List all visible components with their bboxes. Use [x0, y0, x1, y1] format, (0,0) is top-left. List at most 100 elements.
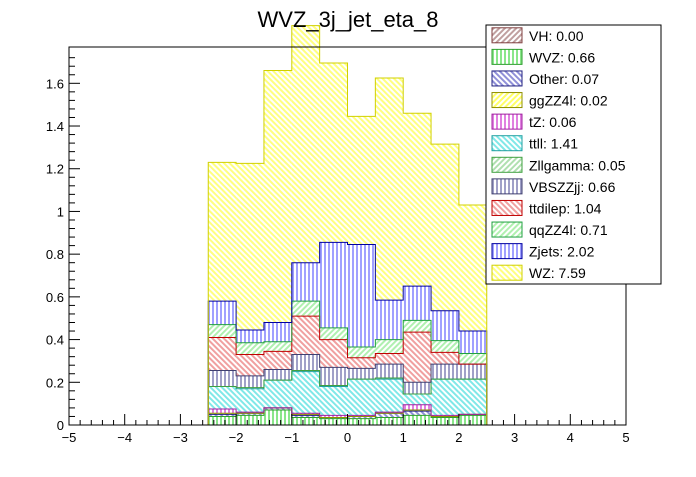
bar-tz-bin-1: [236, 412, 264, 414]
bar-zjets-bin-7: [403, 286, 432, 321]
bar-other-bin-6: [375, 413, 404, 418]
bar-zjets-bin-6: [375, 300, 404, 340]
bar-tz-bin-7: [403, 404, 432, 411]
bar-zllgamma-bin-6: [375, 378, 404, 380]
bar-vbszzjj-bin-7: [403, 382, 432, 395]
legend-entry-wvz: WVZ: 0.66: [529, 49, 595, 65]
x-tick-label: −1: [284, 430, 299, 445]
bar-zjets-bin-0: [208, 301, 237, 325]
legend-swatch-other: [491, 70, 523, 87]
y-tick-label: 0: [57, 418, 64, 433]
legend-entry-wz: WZ: 7.59: [529, 265, 586, 281]
bar-zjets-bin-8: [431, 310, 459, 341]
legend-swatch-ttdilep: [491, 199, 523, 216]
bar-qqzz4l-bin-0: [208, 324, 237, 338]
bar-qqzz4l-bin-7: [403, 320, 432, 333]
bar-other-bin-2: [263, 407, 292, 411]
bar-ttdilep-bin-0: [208, 337, 237, 371]
bar-tz-bin-8: [431, 415, 459, 417]
bar-vbszzjj-bin-3: [291, 354, 320, 371]
bar-wvz-bin-4: [319, 418, 348, 425]
bar-wz-bin-7: [403, 113, 432, 287]
bar-ttdilep-bin-4: [319, 339, 348, 368]
legend-swatch-zllgamma: [491, 156, 523, 173]
x-tick-label: −2: [229, 430, 244, 445]
legend-entry-ttdilep: ttdilep: 1.04: [529, 200, 602, 216]
bar-ttdilep-bin-8: [431, 352, 459, 365]
bar-wvz-bin-9: [458, 415, 487, 425]
legend-entry-tz: tZ: 0.06: [529, 114, 577, 130]
bar-ttll-bin-7: [403, 394, 432, 405]
bar-vbszzjj-bin-5: [347, 368, 376, 380]
y-tick-label: 0.8: [46, 247, 64, 262]
bar-ttdilep-bin-5: [347, 357, 376, 369]
bar-vbszzjj-bin-9: [458, 364, 487, 380]
bar-ttll-bin-0: [208, 386, 237, 409]
bar-qqzz4l-bin-4: [319, 327, 348, 340]
bar-ttll-bin-4: [319, 386, 348, 416]
bar-other-bin-3: [291, 415, 320, 418]
bar-vbszzjj-bin-6: [375, 364, 404, 379]
bar-qqzz4l-bin-3: [291, 301, 320, 317]
bar-wvz-bin-0: [208, 416, 237, 425]
bar-qqzz4l-bin-1: [236, 342, 264, 355]
x-tick-label: 4: [567, 430, 574, 445]
series-outline-ttdilep: [207, 315, 488, 425]
bar-wvz-bin-2: [263, 410, 292, 425]
bar-tz-bin-3: [291, 413, 320, 415]
legend-swatch-wz: [491, 264, 523, 281]
bar-ttll-bin-2: [263, 380, 292, 408]
y-tick-label: 0.4: [46, 333, 64, 348]
legend-entry-vh: VH: 0.00: [529, 28, 584, 44]
legend-swatch-ttll: [491, 135, 523, 152]
bar-other-bin-1: [236, 413, 264, 416]
bar-wz-bin-3: [291, 25, 320, 263]
bar-ttll-bin-5: [347, 379, 376, 416]
y-tick-label: 0.2: [46, 375, 64, 390]
bar-wvz-bin-7: [403, 415, 432, 425]
legend-entry-other: Other: 0.07: [529, 71, 599, 87]
series-outline-wz: [207, 25, 488, 425]
bar-other-bin-0: [208, 414, 237, 417]
x-tick-label: −5: [62, 430, 77, 445]
legend-entry-ggzz4l: ggZZ4l: 0.02: [529, 93, 608, 109]
bar-vbszzjj-bin-8: [431, 364, 459, 380]
x-tick-label: −4: [117, 430, 132, 445]
legend-entry-ttll: ttll: 1.41: [529, 136, 578, 152]
bar-vbszzjj-bin-1: [236, 375, 264, 388]
legend-swatch-qqzz4l: [491, 221, 523, 238]
bar-other-bin-4: [319, 417, 348, 419]
bar-zllgamma-bin-1: [236, 387, 264, 389]
bar-wz-bin-5: [347, 116, 376, 245]
bar-wvz-bin-3: [291, 417, 320, 425]
bar-qqzz4l-bin-8: [431, 340, 459, 353]
x-tick-label: 3: [511, 430, 518, 445]
bar-zjets-bin-5: [347, 244, 376, 348]
bar-other-bin-5: [347, 416, 376, 419]
bar-ttll-bin-6: [375, 379, 404, 413]
bar-ttdilep-bin-1: [236, 354, 264, 376]
y-tick-label: 0.6: [46, 290, 64, 305]
x-tick-label: −3: [173, 430, 188, 445]
legend-swatch-zjets: [491, 243, 523, 260]
legend-swatch-vbszzjj: [491, 178, 523, 195]
bar-ttll-bin-3: [291, 371, 320, 414]
bar-other-bin-9: [458, 414, 487, 416]
y-tick-label: 1.4: [46, 119, 64, 134]
bar-zjets-bin-3: [291, 262, 320, 302]
bar-wvz-bin-1: [236, 415, 264, 425]
bar-ggzz4l-bin-7: [403, 410, 432, 412]
bar-vbszzjj-bin-0: [208, 370, 237, 387]
bar-wvz-bin-8: [431, 417, 459, 425]
bar-zllgamma-bin-3: [291, 370, 320, 372]
bar-tz-bin-4: [319, 415, 348, 418]
bar-tz-bin-0: [208, 408, 237, 414]
series-outline-qqzz4l: [207, 300, 488, 425]
legend-swatch-wvz: [491, 48, 523, 65]
x-tick-label: 0: [344, 430, 351, 445]
series-outline-zjets: [207, 241, 488, 425]
bar-tz-bin-5: [347, 415, 376, 417]
bar-qqzz4l-bin-9: [458, 353, 487, 365]
bar-ttdilep-bin-7: [403, 332, 432, 383]
